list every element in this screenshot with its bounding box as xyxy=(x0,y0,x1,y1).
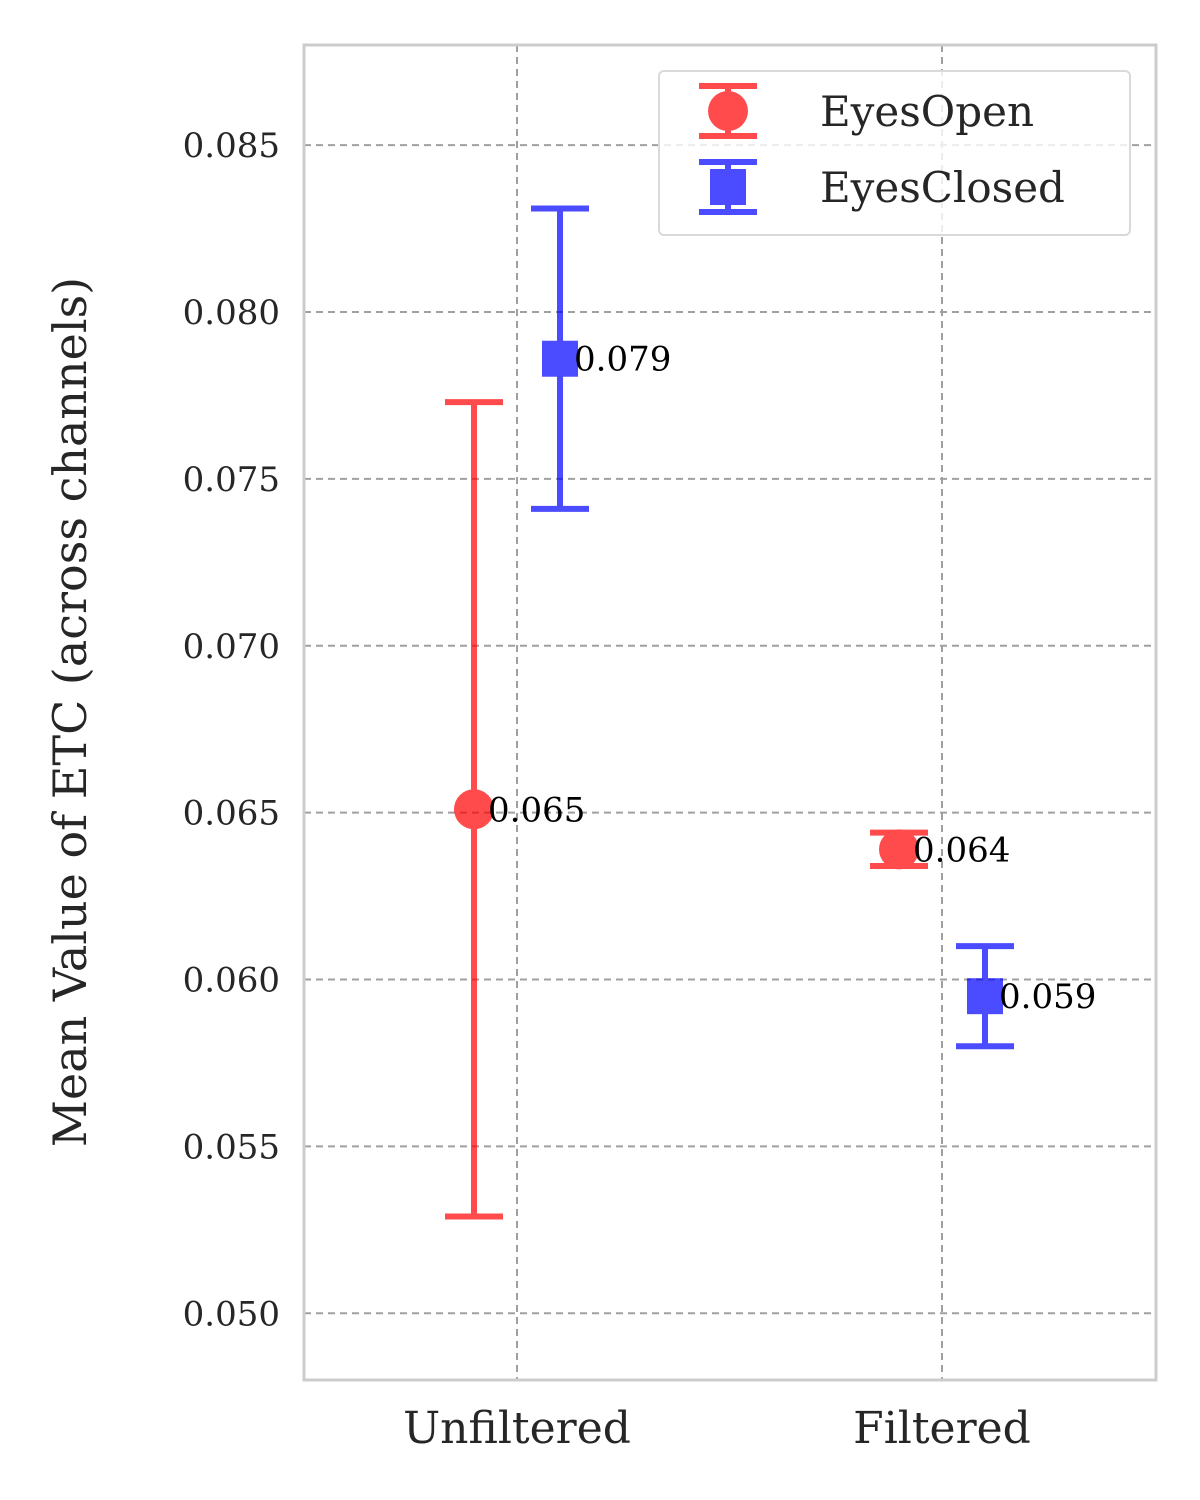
axis-layer: 0.050 0.055 0.060 0.065 0.070 0.075 0.080 0.085… xyxy=(183,43,1158,1454)
data-label: 0.079 xyxy=(574,340,671,380)
plot-frame xyxy=(302,43,1158,1382)
legend-marker xyxy=(699,159,757,215)
errorbar-group xyxy=(870,829,928,870)
data-point xyxy=(542,340,578,377)
grid-layer xyxy=(304,45,1156,1380)
legend-point xyxy=(708,91,748,131)
data-point xyxy=(967,978,1003,1015)
y-tick-label: 0.070 xyxy=(183,627,280,667)
x-tick-label: Filtered xyxy=(853,1403,1031,1454)
data-label: 0.059 xyxy=(999,977,1096,1017)
y-tick-label: 0.060 xyxy=(183,961,280,1001)
data-label: 0.064 xyxy=(913,830,1010,870)
legend-label: EyesClosed xyxy=(820,163,1065,212)
y-tick-label: 0.050 xyxy=(183,1294,280,1334)
legend: EyesOpen EyesClosed xyxy=(658,70,1131,236)
mark-layer: 0.065 0.064 0.079 0.059 xyxy=(445,205,1096,1220)
errorbar-group xyxy=(531,205,589,512)
y-tick-label: 0.075 xyxy=(183,460,280,500)
data-label: 0.065 xyxy=(488,790,585,830)
legend-point xyxy=(710,169,746,205)
errorbar-group xyxy=(956,943,1014,1050)
y-tick-label: 0.080 xyxy=(183,293,280,333)
legend-marker xyxy=(699,83,757,139)
legend-box xyxy=(658,70,1131,236)
y-tick-label: 0.065 xyxy=(183,794,280,834)
data-point xyxy=(454,789,494,830)
legend-label: EyesOpen xyxy=(820,87,1034,136)
y-axis-title: Mean Value of ETC (across channels) xyxy=(43,277,97,1147)
data-point xyxy=(879,829,919,870)
x-tick-label: Unfiltered xyxy=(403,1403,631,1454)
y-tick-label: 0.055 xyxy=(183,1127,280,1167)
errorbar-group xyxy=(445,399,503,1220)
y-tick-label: 0.085 xyxy=(183,126,280,166)
